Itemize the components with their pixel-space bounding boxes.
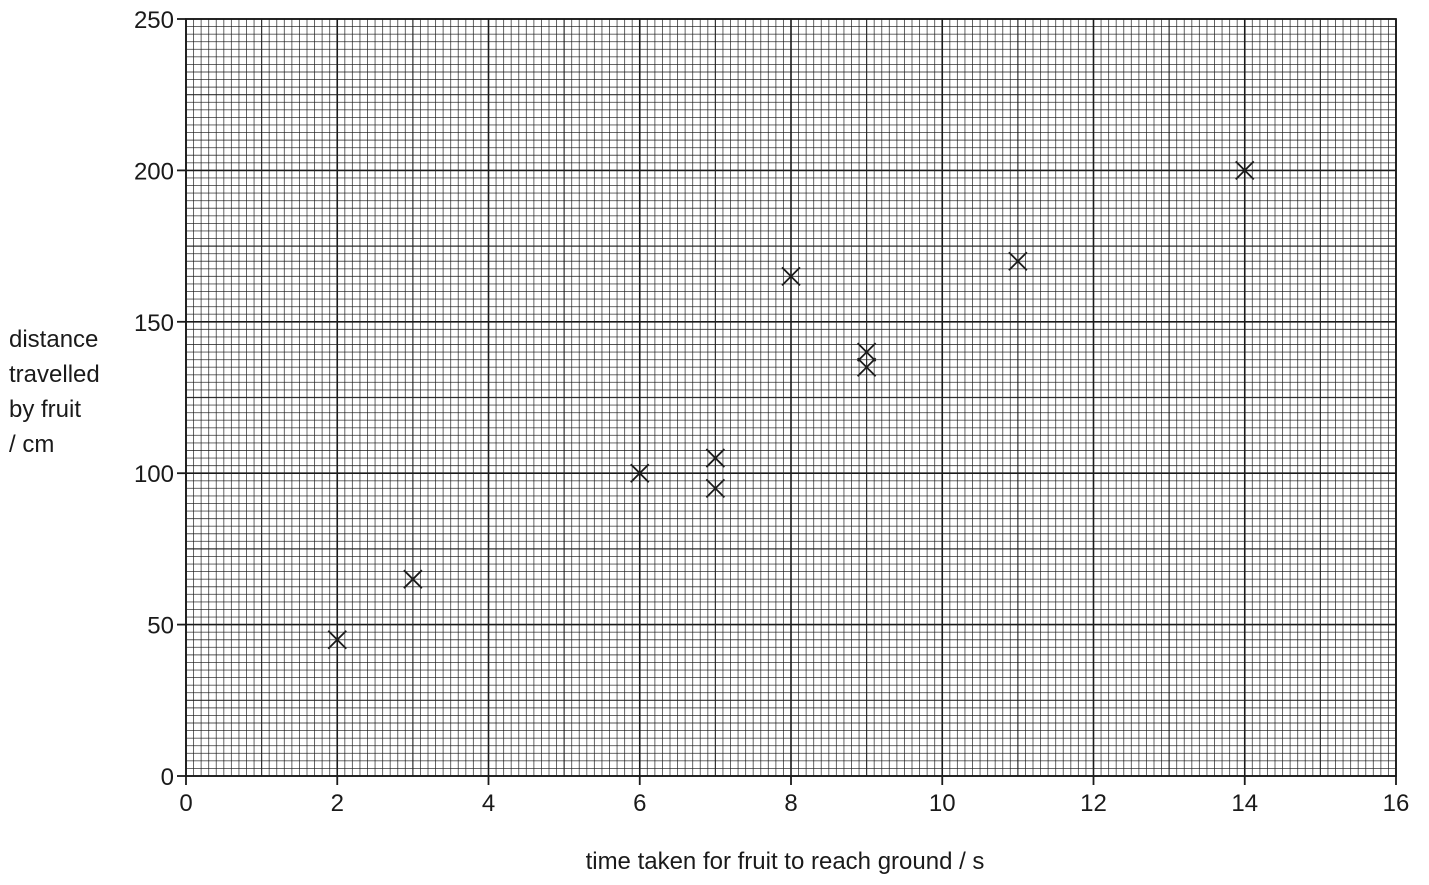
x-tick-label: 4 <box>482 790 495 817</box>
y-axis-label-line-4: / cm <box>9 431 55 458</box>
x-tick-label: 12 <box>1080 790 1107 817</box>
data-point-cross <box>705 448 726 468</box>
y-axis-label-line-3: by fruit <box>9 396 82 423</box>
cross-stroke <box>705 448 726 468</box>
x-tick-label: 14 <box>1231 790 1258 817</box>
x-axis-label: time taken for fruit to reach ground / s <box>585 848 985 875</box>
axis-ticks: 0 2 4 6 8 10 12 14 16 0 50 100 150 200 250 <box>134 7 1409 817</box>
x-tick-label: 2 <box>331 790 344 817</box>
data-point-cross <box>781 266 801 287</box>
data-point-cross <box>856 357 877 377</box>
cross-stroke <box>630 463 650 483</box>
y-axis-label-line-1: distance <box>9 326 99 353</box>
cross-stroke <box>1008 251 1028 271</box>
data-point-cross <box>327 630 347 650</box>
y-tick-label: 250 <box>134 7 174 34</box>
x-tick-label: 10 <box>929 790 956 817</box>
y-tick-label: 50 <box>147 613 174 640</box>
y-tick-label: 0 <box>161 764 174 791</box>
data-point-cross <box>403 569 423 589</box>
x-tick-label: 8 <box>784 790 797 817</box>
data-point-cross <box>1008 251 1028 271</box>
y-tick-label: 150 <box>134 310 174 337</box>
cross-stroke <box>856 342 877 362</box>
y-tick-label: 200 <box>134 158 174 185</box>
cross-stroke <box>705 478 726 498</box>
cross-stroke <box>327 630 347 650</box>
data-point-cross <box>705 478 726 498</box>
x-tick-label: 6 <box>633 790 646 817</box>
cross-stroke <box>403 569 423 589</box>
data-point-cross <box>856 342 877 362</box>
cross-stroke <box>781 266 801 287</box>
y-tick-label: 100 <box>134 461 174 488</box>
data-point-cross <box>1235 160 1255 181</box>
cross-stroke <box>1235 160 1255 181</box>
x-tick-label: 16 <box>1383 790 1410 817</box>
cross-stroke <box>856 357 877 377</box>
x-tick-label: 0 <box>179 790 192 817</box>
y-axis-label: distance travelled by fruit / cm <box>9 322 100 462</box>
data-points <box>327 160 1255 650</box>
y-axis-label-line-2: travelled <box>9 361 100 388</box>
data-point-cross <box>630 463 650 483</box>
